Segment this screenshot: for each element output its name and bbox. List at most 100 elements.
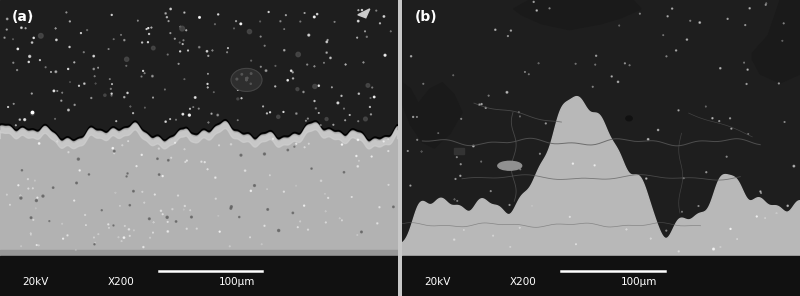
Point [365, 112, 378, 117]
Point [678, 176, 690, 181]
Point [384, 29, 397, 34]
Point [187, 105, 200, 110]
Point [135, 74, 148, 79]
Point [195, 159, 208, 164]
Point [230, 19, 242, 23]
Point [613, 23, 626, 28]
Point [22, 177, 34, 181]
Point [243, 29, 256, 34]
Point [162, 19, 175, 23]
Point [244, 81, 257, 86]
Polygon shape [0, 123, 398, 256]
Point [159, 11, 172, 16]
Point [255, 242, 268, 247]
Point [108, 151, 121, 156]
Point [505, 28, 518, 33]
Point [352, 19, 365, 23]
Point [312, 83, 325, 88]
Point [31, 195, 44, 200]
Bar [402, 256, 800, 296]
Point [170, 219, 182, 224]
Text: 20kV: 20kV [22, 277, 48, 287]
Point [241, 76, 254, 81]
Point [57, 236, 70, 241]
Point [675, 209, 688, 214]
Point [231, 87, 244, 92]
Point [25, 232, 38, 237]
Point [202, 54, 214, 58]
Point [382, 137, 394, 141]
Point [68, 102, 81, 107]
Point [454, 173, 466, 178]
Point [258, 43, 271, 48]
Point [1, 17, 14, 21]
Point [34, 33, 47, 38]
Text: (a): (a) [12, 10, 34, 24]
Point [172, 62, 185, 66]
Point [326, 85, 338, 90]
Point [285, 68, 298, 73]
Point [405, 54, 418, 59]
Point [206, 48, 219, 53]
Point [47, 89, 60, 93]
Point [202, 71, 214, 76]
Point [448, 237, 461, 242]
Point [78, 213, 91, 217]
Point [182, 48, 194, 53]
Point [322, 38, 334, 42]
Point [514, 225, 526, 230]
Point [338, 118, 351, 123]
Point [39, 65, 52, 70]
Text: X200: X200 [510, 277, 537, 287]
Point [310, 106, 322, 111]
Point [522, 72, 535, 77]
Point [298, 11, 311, 15]
Point [366, 154, 378, 159]
Point [750, 214, 763, 219]
Point [288, 144, 301, 149]
Point [193, 45, 206, 49]
Point [78, 81, 90, 86]
Point [49, 26, 62, 31]
Point [27, 218, 40, 222]
Point [212, 12, 225, 17]
Point [174, 40, 186, 45]
Point [169, 36, 182, 41]
Point [402, 149, 414, 153]
Point [234, 22, 247, 26]
Polygon shape [402, 96, 800, 256]
Point [302, 116, 314, 121]
Point [417, 81, 430, 86]
Point [230, 77, 243, 81]
Point [147, 46, 160, 50]
Point [15, 168, 28, 173]
Point [135, 152, 148, 157]
Ellipse shape [498, 161, 522, 170]
Point [353, 91, 366, 96]
Point [89, 81, 102, 86]
Point [720, 154, 733, 159]
Point [120, 174, 133, 179]
Point [120, 63, 133, 68]
Point [172, 193, 185, 198]
Point [178, 77, 191, 82]
Point [382, 149, 394, 153]
Point [782, 203, 794, 208]
Point [11, 46, 24, 51]
Point [514, 167, 526, 172]
Point [130, 164, 143, 168]
Point [50, 69, 62, 74]
Point [502, 34, 514, 38]
Point [570, 242, 582, 247]
Point [51, 89, 64, 93]
Point [290, 141, 302, 146]
Point [137, 245, 150, 250]
Point [302, 33, 315, 38]
Point [694, 20, 706, 25]
Point [202, 85, 214, 90]
Point [114, 203, 126, 208]
Point [87, 54, 100, 59]
Point [225, 204, 238, 209]
Point [26, 40, 38, 45]
Point [18, 117, 31, 122]
